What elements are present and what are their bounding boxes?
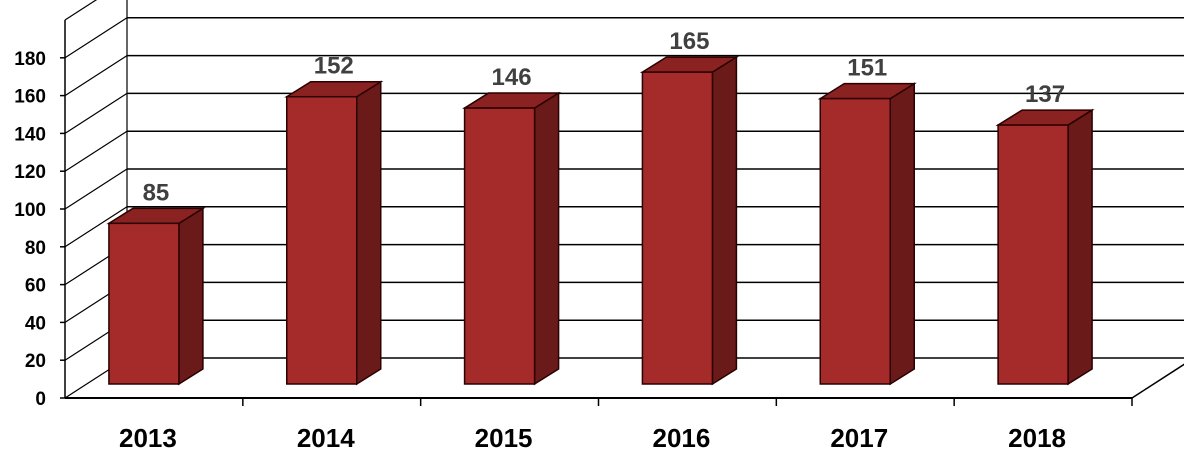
x-tick-label: 2017 — [830, 423, 888, 453]
bars: 85 152 146 165 151 137 — [106, 28, 1095, 386]
bar-front-face — [819, 97, 891, 385]
gridline-side-top — [64, 0, 98, 21]
bar-front-face — [463, 107, 536, 385]
gridline-side — [64, 92, 128, 134]
x-tick-label: 2015 — [475, 423, 533, 453]
y-tick-label: 60 — [25, 276, 46, 297]
bar-2017: 151 — [817, 55, 917, 386]
bar-front-face — [108, 222, 180, 385]
data-label: 137 — [1025, 81, 1065, 108]
data-label: 151 — [847, 55, 887, 82]
x-tick-label: 2014 — [297, 423, 355, 453]
data-label: 146 — [492, 64, 532, 91]
y-tick-label: 0 — [35, 389, 46, 410]
data-label: 85 — [143, 179, 170, 206]
y-tick-label: 140 — [14, 124, 46, 145]
gridline-side — [64, 17, 128, 59]
data-label: 152 — [314, 53, 354, 80]
bar-side-face — [889, 82, 915, 386]
x-axis-ticks: 2013 2014 2015 2016 2017 2018 — [119, 398, 1133, 453]
y-tick-label: 40 — [25, 313, 46, 334]
gridline-side — [64, 168, 128, 210]
floor-right-edge — [1131, 363, 1184, 399]
x-tick-label: 2018 — [1008, 423, 1066, 453]
y-tick-label: 120 — [14, 162, 46, 183]
bar-2018: 137 — [995, 81, 1095, 386]
data-label: 165 — [669, 28, 709, 55]
x-tick-label: 2013 — [119, 423, 177, 453]
gridline-side — [64, 130, 128, 172]
gridline-side — [64, 55, 128, 97]
y-tick-label: 100 — [14, 200, 46, 221]
bar-front-face — [286, 95, 358, 385]
y-tick-label: 80 — [25, 238, 46, 259]
bar-side-face — [1067, 108, 1093, 386]
bar-side-face — [533, 91, 560, 386]
bar-front-face — [641, 71, 714, 385]
bar-front-face — [997, 124, 1069, 385]
bar-2015: 146 — [461, 64, 562, 386]
bar-2014: 152 — [284, 53, 384, 386]
y-tick-label: 20 — [25, 351, 46, 372]
gridline-side — [64, 206, 128, 248]
bar-side-face — [178, 206, 204, 386]
bar-side-face — [356, 80, 382, 386]
bar-2016: 165 — [639, 28, 740, 386]
bar-side-face — [711, 55, 738, 386]
bar-2013: 85 — [106, 179, 206, 386]
x-tick-label: 2016 — [652, 423, 710, 453]
y-axis-ticks: 0 20 40 60 80 100 120 140 160 180 — [14, 49, 65, 410]
y-tick-label: 180 — [14, 49, 46, 70]
y-tick-label: 160 — [14, 87, 46, 108]
